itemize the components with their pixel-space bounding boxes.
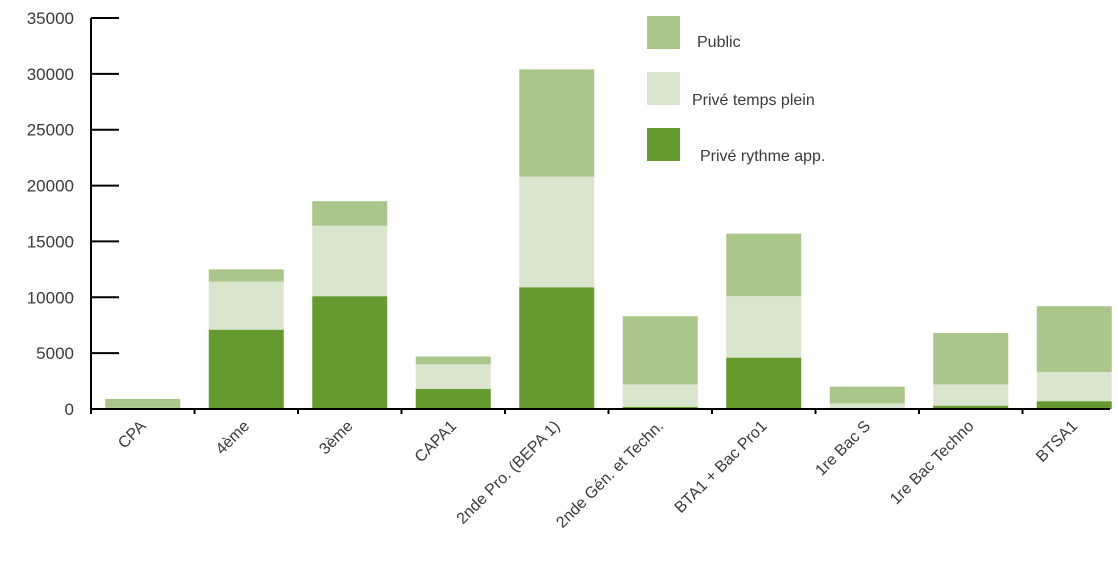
bar-stack	[726, 233, 802, 409]
bar-stack	[622, 316, 698, 409]
y-tick-label: 25000	[27, 121, 74, 140]
bar-segment	[622, 406, 698, 409]
bar-segment	[726, 296, 802, 358]
x-tick-label: 4ème	[213, 418, 253, 458]
legend-label: Privé temps plein	[692, 92, 815, 109]
legend-swatch	[647, 16, 680, 49]
x-tick-label: CPA	[115, 418, 150, 453]
bar-segment	[208, 329, 284, 409]
bar-segment	[1036, 306, 1112, 373]
bar-segment	[105, 398, 181, 408]
legend-item: Public	[647, 16, 741, 51]
legend-swatch	[647, 72, 680, 105]
bar-stack	[105, 398, 181, 409]
bar-stack	[519, 69, 595, 409]
y-tick-label: 35000	[27, 9, 74, 28]
bar-segment	[622, 316, 698, 385]
y-axis: 0 5000 10000 15000 20000 25000 30000 35000	[27, 9, 119, 419]
y-tick-label: 5000	[36, 344, 74, 363]
bar-segment	[933, 333, 1009, 385]
bar-segment	[829, 403, 905, 408]
legend-item: Privé temps plein	[647, 72, 815, 109]
bar-segment	[519, 176, 595, 288]
x-tick-label: 2nde Pro. (BEPA 1)	[454, 418, 564, 528]
bar-segment	[312, 296, 388, 409]
bar-segment	[415, 364, 491, 389]
bar-segment	[519, 287, 595, 409]
x-tick-label: 3ème	[316, 418, 356, 458]
x-tick-label: BTA1 + Bac Pro1	[672, 418, 771, 517]
y-tick-label: 20000	[27, 177, 74, 196]
bar-segment	[933, 405, 1009, 409]
bar-stack	[312, 201, 388, 409]
bar-segment	[829, 386, 905, 404]
y-tick-label: 0	[65, 400, 74, 419]
x-tick-label: 1re Bac S	[812, 418, 874, 480]
bar-stack	[829, 386, 905, 409]
bar-segment	[726, 357, 802, 409]
bar-segment	[208, 269, 284, 282]
bar-segment	[415, 388, 491, 409]
bar-segment	[312, 201, 388, 226]
bar-stack	[208, 269, 284, 409]
legend-label: Public	[697, 34, 741, 51]
y-tick-label: 15000	[27, 232, 74, 251]
bar-segment	[519, 69, 595, 177]
y-tick-label: 10000	[27, 288, 74, 307]
bar-segment	[312, 225, 388, 297]
bar-stack	[933, 333, 1009, 409]
bar-segment	[1036, 372, 1112, 402]
legend: Public Privé temps plein Privé rythme app.	[647, 16, 825, 165]
bar-segment	[933, 384, 1009, 406]
bar-stack	[1036, 306, 1112, 409]
x-tick-label: 1re Bac Techno	[887, 418, 978, 509]
legend-label: Privé rythme app.	[700, 148, 825, 165]
bar-segment	[1036, 401, 1112, 409]
bars	[105, 69, 1112, 409]
x-tick-label: BTSA1	[1033, 418, 1081, 466]
x-tick-label: CAPA1	[412, 418, 460, 466]
legend-item: Privé rythme app.	[647, 128, 825, 165]
bar-segment	[622, 384, 698, 407]
x-tick-label: 2nde Gén. et Techn.	[553, 418, 667, 532]
bar-segment	[208, 281, 284, 330]
y-tick-label: 30000	[27, 65, 74, 84]
bar-stack	[415, 356, 491, 409]
bar-segment	[415, 356, 491, 365]
legend-swatch	[647, 128, 680, 161]
bar-segment	[726, 233, 802, 297]
